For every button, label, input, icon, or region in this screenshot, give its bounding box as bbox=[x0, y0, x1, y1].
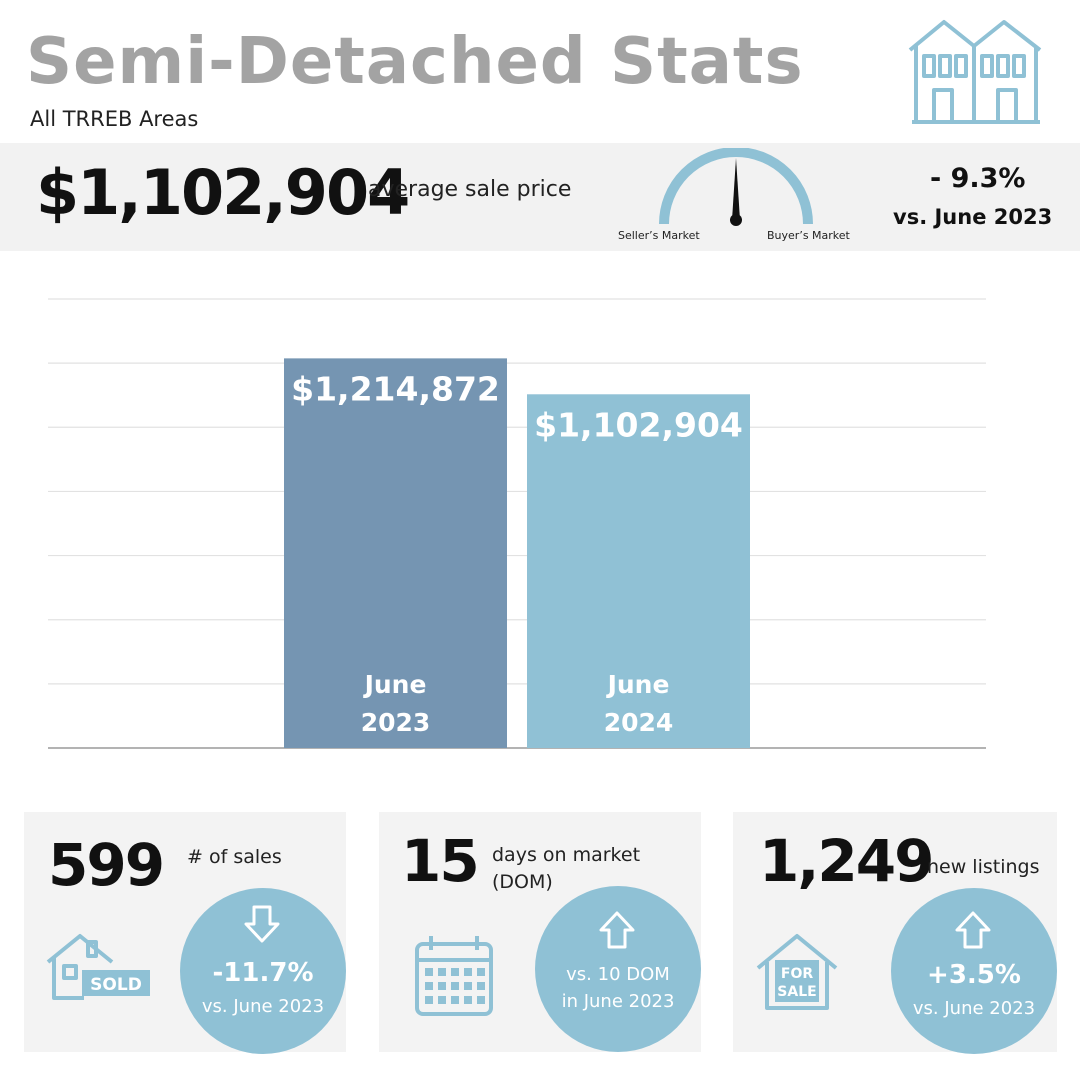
sales-change-circle: -11.7% vs. June 2023 bbox=[180, 888, 346, 1054]
dom-label: days on market (DOM) bbox=[492, 844, 641, 893]
bar-category-label: June bbox=[606, 670, 670, 699]
semi-detached-house-icon bbox=[908, 20, 1042, 124]
price-change-percent: - 9.3% bbox=[930, 163, 1026, 194]
arrow-up-icon bbox=[599, 911, 635, 949]
sold-sign-text: SOLD bbox=[90, 975, 142, 995]
sales-change-vs: vs. June 2023 bbox=[201, 996, 325, 1017]
new-listings-count: 1,249 bbox=[759, 827, 934, 895]
buyers-market-label: Buyer’s Market bbox=[767, 229, 850, 242]
gauge-arc bbox=[659, 148, 813, 225]
new-listings-label: new listings bbox=[927, 856, 1040, 878]
bar-value-label: $1,102,904 bbox=[534, 405, 743, 444]
new-listings-change-circle: +3.5% vs. June 2023 bbox=[891, 888, 1057, 1054]
calendar-icon bbox=[415, 936, 493, 1016]
new-listings-change-percent: +3.5% bbox=[927, 960, 1021, 990]
gauge-needle-hub bbox=[730, 214, 742, 226]
sales-label: # of sales bbox=[187, 846, 282, 868]
page-title: Semi-Detached Stats bbox=[26, 25, 804, 99]
page-subtitle: All TRREB Areas bbox=[30, 107, 199, 131]
arrow-up-icon bbox=[955, 911, 991, 949]
dom-change-circle: vs. 10 DOM in June 2023 bbox=[535, 886, 701, 1052]
dom-comparison-line2: in June 2023 bbox=[561, 991, 675, 1012]
for-sale-text-2: SALE bbox=[777, 984, 816, 1000]
gauge-needle bbox=[732, 158, 740, 220]
dom-value: 15 bbox=[401, 827, 480, 895]
sellers-market-label: Seller’s Market bbox=[618, 229, 700, 242]
sales-count: 599 bbox=[48, 831, 165, 899]
bar-value-label: $1,214,872 bbox=[291, 369, 500, 408]
sales-card: 599 # of sales SOLD -11.7% vs. June 2023 bbox=[24, 812, 346, 1054]
bar-category-label: 2023 bbox=[361, 708, 431, 737]
price-summary-band bbox=[0, 143, 1080, 251]
bar-june-2023 bbox=[284, 358, 507, 748]
new-listings-change-vs: vs. June 2023 bbox=[912, 998, 1036, 1019]
for-sale-house-icon: FOR SALE bbox=[756, 934, 838, 1010]
new-listings-card: 1,249 new listings FOR SALE +3.5% vs. Ju… bbox=[733, 812, 1057, 1054]
average-price-bar-chart: $1,214,872 June 2023 $1,102,904 June 2024 bbox=[48, 298, 986, 749]
price-change-comparison: vs. June 2023 bbox=[893, 205, 1053, 229]
sold-house-icon: SOLD bbox=[46, 934, 150, 1000]
bar-june-2024 bbox=[527, 394, 750, 748]
bar-category-label: June bbox=[363, 670, 427, 699]
sales-change-percent: -11.7% bbox=[212, 958, 314, 988]
days-on-market-card: 15 days on market (DOM) vs. 10 DOM in Ju… bbox=[379, 812, 701, 1052]
average-sale-price-value: $1,102,904 bbox=[36, 156, 410, 229]
arrow-down-icon bbox=[244, 905, 280, 943]
market-gauge bbox=[659, 148, 813, 226]
bar-category-label: 2024 bbox=[604, 708, 674, 737]
for-sale-text-1: FOR bbox=[781, 966, 813, 982]
dom-comparison-line1: vs. 10 DOM bbox=[566, 964, 670, 985]
average-sale-price-label: average sale price bbox=[368, 177, 572, 202]
